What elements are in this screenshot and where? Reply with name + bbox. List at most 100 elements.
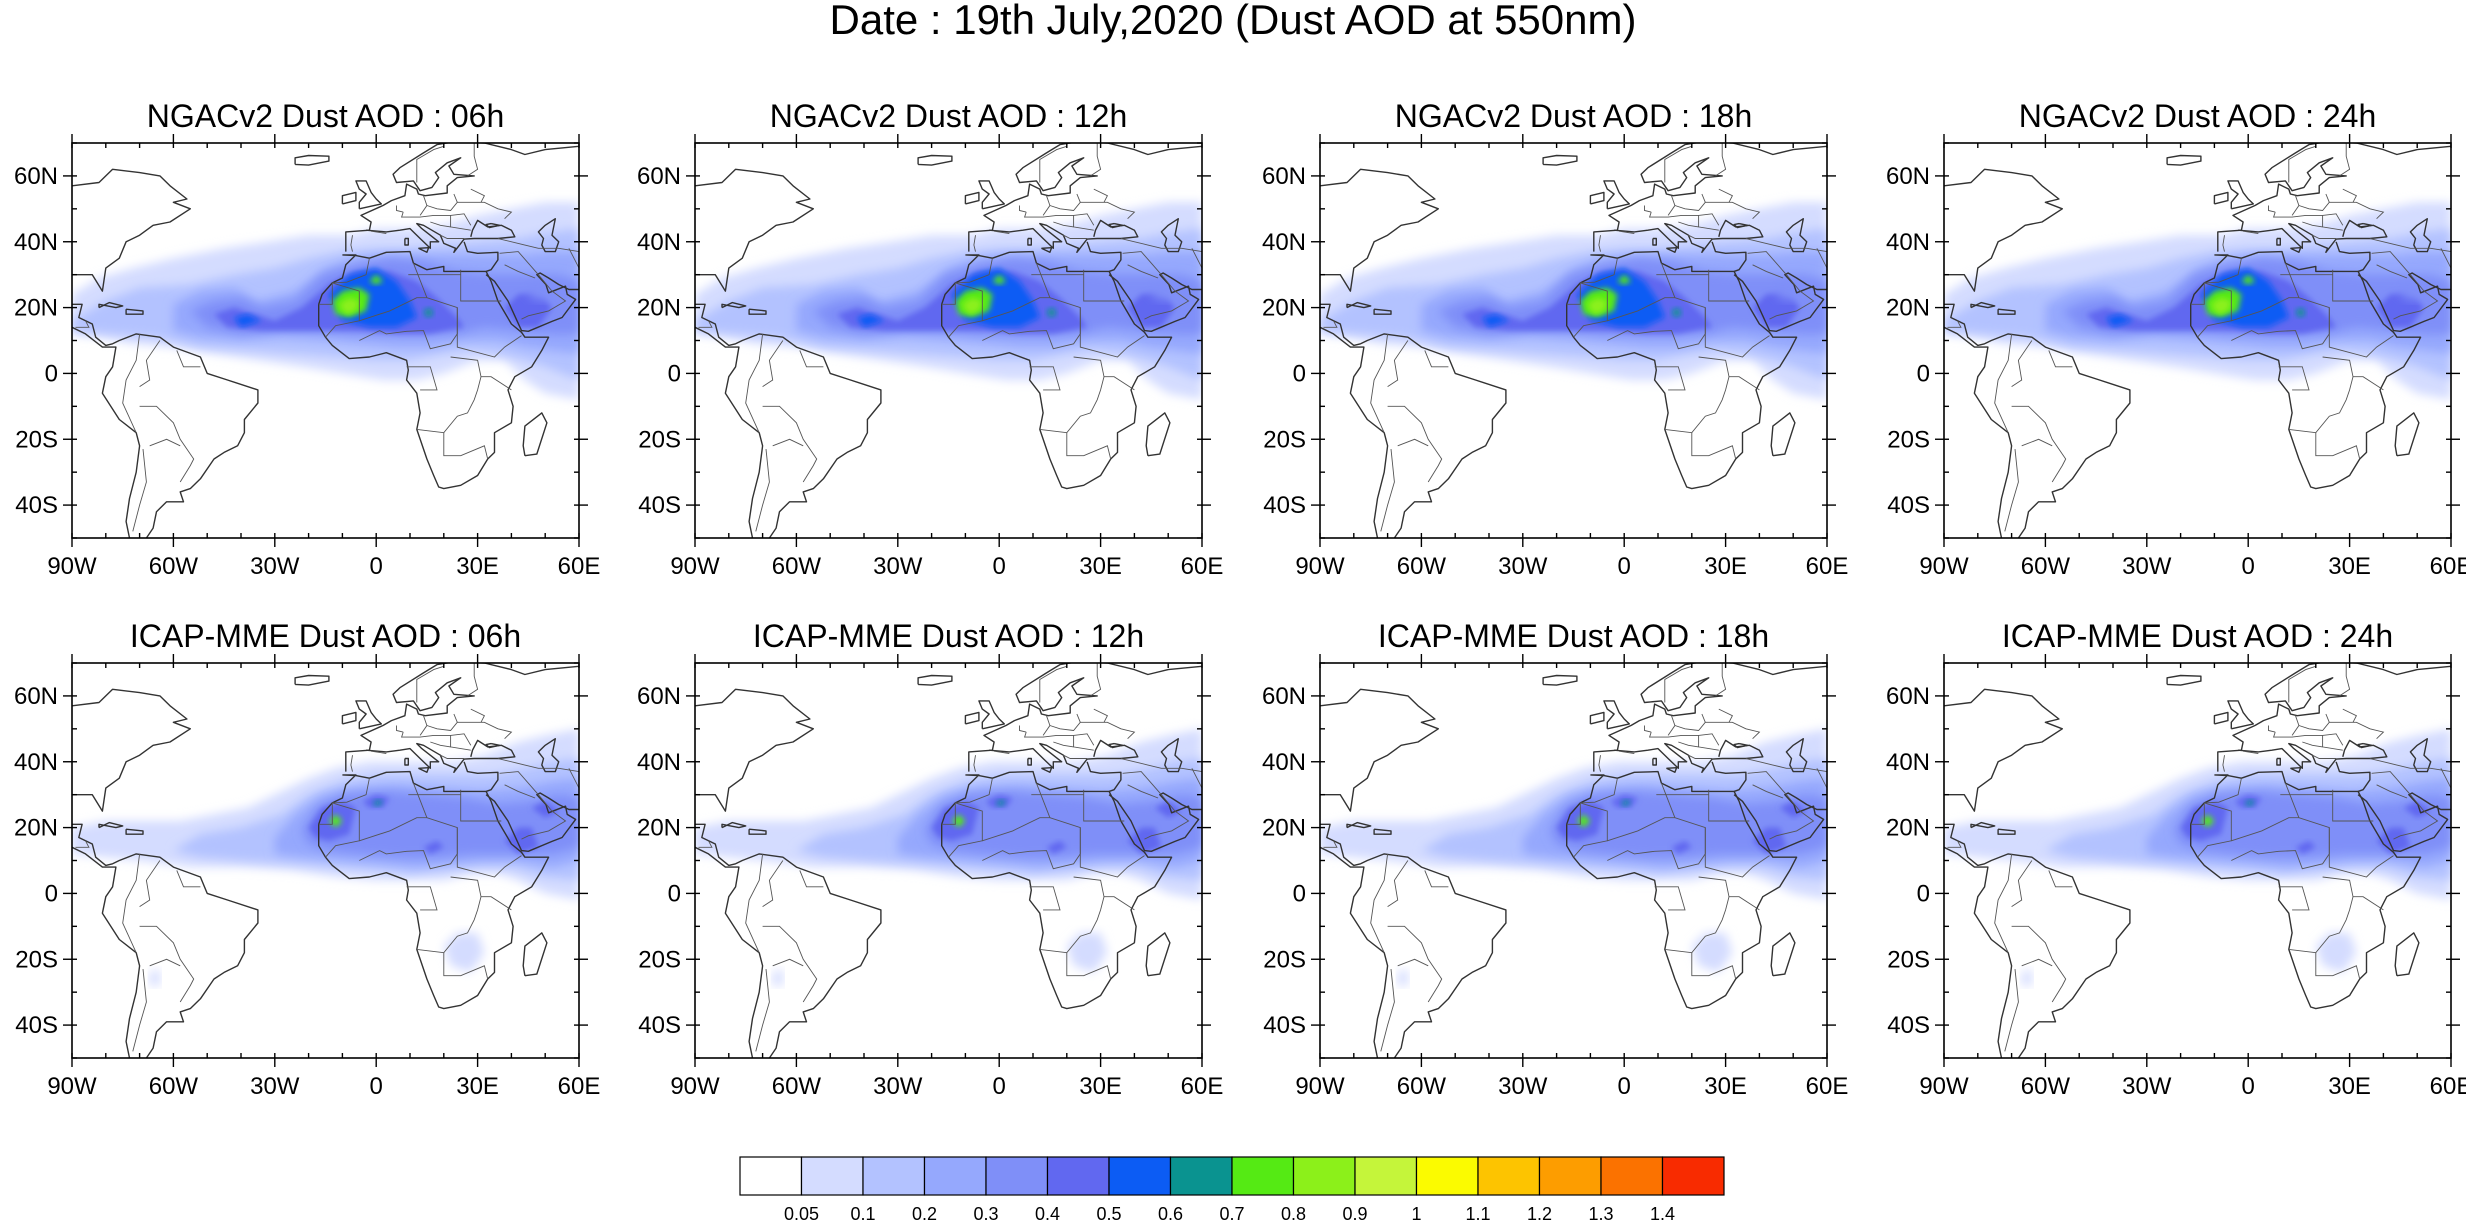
aod-contour	[1066, 932, 1108, 973]
colorbar-swatch	[1477, 1156, 1541, 1196]
colorbar-swatch	[862, 1156, 926, 1196]
coastlines	[695, 663, 1202, 1058]
lon-tick-label: 0	[370, 553, 383, 580]
lon-tick-label: 30E	[456, 1073, 499, 1100]
lat-tick-label: 20N	[1262, 295, 1306, 322]
aod-contour	[339, 297, 360, 315]
lon-tick-label: 0	[993, 553, 1006, 580]
lat-tick-label: 0	[1917, 880, 1930, 907]
aod-field	[1320, 202, 1827, 400]
panel-title: ICAP-MME Dust AOD : 24h	[2002, 618, 2393, 654]
colorbar-swatch	[1169, 1156, 1233, 1196]
colorbar-label: 1.2	[1527, 1204, 1552, 1222]
aod-contour	[1671, 307, 1682, 318]
colorbar-swatch	[923, 1156, 987, 1196]
aod-contour	[1046, 307, 1057, 318]
aod-contour	[2021, 969, 2032, 986]
aod-contour	[2234, 794, 2262, 808]
colorbar-label: 0.5	[1096, 1204, 1121, 1222]
lon-tick-label: 60E	[558, 1073, 601, 1100]
lon-tick-label: 30E	[1704, 553, 1747, 580]
lat-tick-label: 20S	[1263, 946, 1306, 973]
lon-tick-label: 30E	[2328, 553, 2371, 580]
aod-contour	[2244, 799, 2255, 807]
lon-tick-label: 30W	[1498, 553, 1548, 580]
lon-tick-label: 90W	[1919, 553, 1969, 580]
lat-tick-label: 40S	[15, 1012, 58, 1039]
lon-tick-label: 90W	[47, 553, 97, 580]
lat-tick-label: 20S	[638, 946, 681, 973]
lat-tick-label: 0	[45, 360, 58, 387]
lon-tick-label: 30E	[456, 553, 499, 580]
aod-field	[695, 728, 1202, 986]
lat-tick-label: 40N	[1886, 749, 1930, 776]
lat-tick-label: 0	[668, 360, 681, 387]
aod-contour	[2295, 840, 2316, 854]
country-borders	[1323, 663, 1827, 1052]
aod-contour	[2211, 297, 2232, 315]
lat-tick-label: 20S	[638, 426, 681, 453]
lat-tick-label: 20N	[637, 295, 681, 322]
colorbar-label: 0.9	[1342, 1204, 1367, 1222]
lon-tick-label: 90W	[1295, 553, 1345, 580]
colorbar-swatch	[1231, 1156, 1295, 1196]
aod-contour	[1620, 799, 1631, 807]
aod-contour	[1147, 281, 1175, 301]
aod-contour	[524, 281, 552, 301]
aod-contour	[2376, 827, 2411, 854]
aod-contour	[857, 314, 885, 328]
colorbar-label: 1.4	[1650, 1204, 1675, 1222]
lon-tick-label: 0	[2242, 1073, 2255, 1100]
lat-tick-label: 60N	[637, 163, 681, 190]
lat-tick-label: 20N	[14, 815, 58, 842]
lon-tick-label: 0	[2242, 553, 2255, 580]
lat-tick-label: 20S	[1887, 946, 1930, 973]
lat-tick-label: 60N	[1886, 163, 1930, 190]
colorbar-label: 0.7	[1219, 1204, 1244, 1222]
colorbar-swatch	[1292, 1156, 1356, 1196]
lon-tick-label: 30E	[1079, 553, 1122, 580]
map-panel: NGACv2 Dust AOD : 12h 90W 60W 30W 0 30E 60E 60N…	[637, 98, 1223, 580]
lat-tick-label: 20N	[14, 295, 58, 322]
lat-tick-label: 40N	[1262, 749, 1306, 776]
aod-contour	[423, 840, 444, 854]
lat-tick-label: 40S	[15, 492, 58, 519]
aod-contour	[1154, 801, 1182, 818]
map-panel: NGACv2 Dust AOD : 06h 90W 60W 30W 0 30E 60E 60N…	[14, 98, 600, 580]
lon-tick-label: 30W	[1498, 1073, 1548, 1100]
colorbar: 0.05 0.1 0.2 0.3 0.4 0.5 0.6 0.7 0.8 0.9 1 1.1 1.2 1.…	[739, 1156, 1725, 1222]
aod-contour	[962, 297, 983, 315]
aod-contour	[992, 274, 1006, 285]
lon-tick-label: 30E	[2328, 1073, 2371, 1100]
lon-tick-label: 60W	[772, 553, 822, 580]
lon-tick-label: 60E	[1806, 553, 1849, 580]
colorbar-swatch	[1354, 1156, 1418, 1196]
coastlines	[1944, 143, 2451, 538]
aod-contour	[369, 274, 383, 285]
lon-tick-label: 30E	[1704, 1073, 1747, 1100]
lat-tick-label: 20S	[15, 426, 58, 453]
lat-tick-label: 40S	[1887, 1012, 1930, 1039]
panel-title: NGACv2 Dust AOD : 18h	[1395, 98, 1752, 134]
lon-tick-label: 0	[370, 1073, 383, 1100]
colorbar-swatch	[800, 1156, 864, 1196]
lat-tick-label: 40N	[14, 749, 58, 776]
lat-tick-label: 40N	[1262, 229, 1306, 256]
lat-tick-label: 0	[45, 880, 58, 907]
lon-tick-label: 30W	[873, 553, 923, 580]
colorbar-swatch	[1600, 1156, 1664, 1196]
map-panel: ICAP-MME Dust AOD : 06h 90W 60W 30W 0 30E 60E 6…	[14, 618, 600, 1100]
panel-title: ICAP-MME Dust AOD : 18h	[1378, 618, 1769, 654]
map-panels: NGACv2 Dust AOD : 06h 90W 60W 30W 0 30E 60E 60N…	[14, 98, 2466, 1100]
lat-tick-label: 40S	[638, 492, 681, 519]
lon-tick-label: 60W	[2021, 1073, 2071, 1100]
colorbar-label: 0.2	[912, 1204, 937, 1222]
lon-tick-label: 60E	[1806, 1073, 1849, 1100]
panel-title: NGACv2 Dust AOD : 06h	[147, 98, 504, 134]
lon-tick-label: 0	[1618, 1073, 1631, 1100]
aod-contour	[1482, 314, 1510, 328]
lat-tick-label: 60N	[14, 683, 58, 710]
aod-contour	[2403, 801, 2431, 818]
colorbar-swatch	[985, 1156, 1049, 1196]
panel-title: NGACv2 Dust AOD : 12h	[770, 98, 1127, 134]
